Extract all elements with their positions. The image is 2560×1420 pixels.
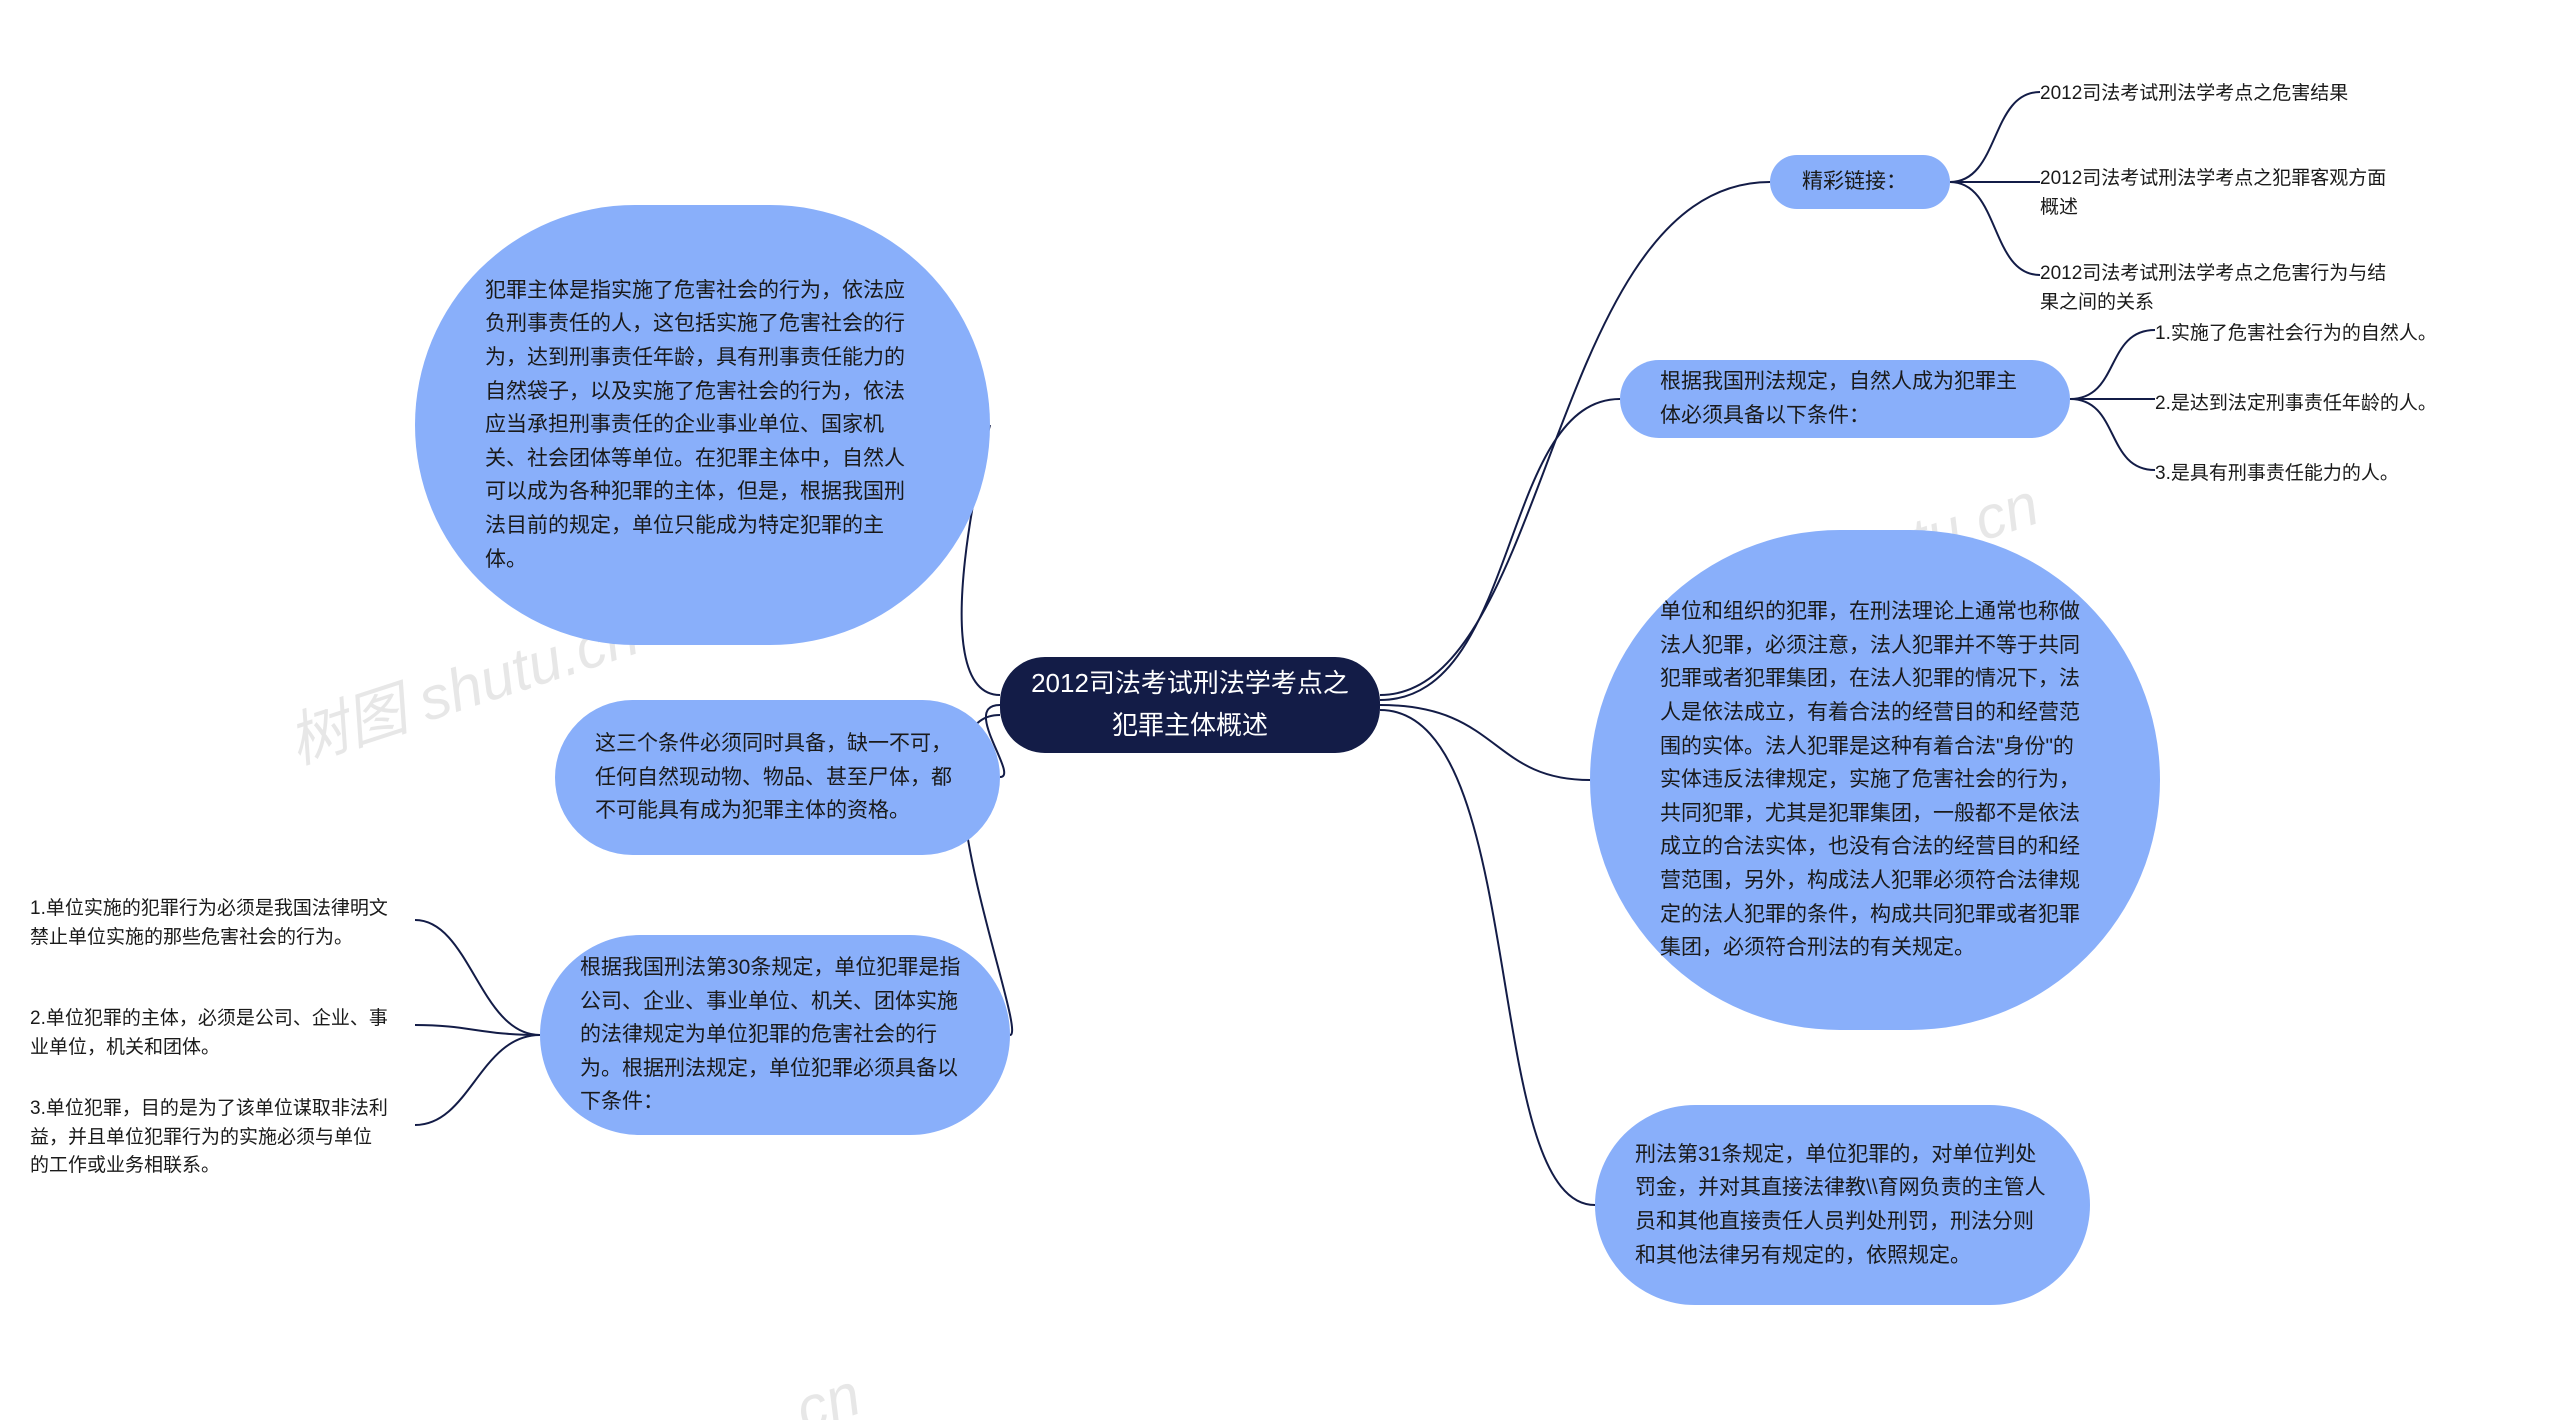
leaf-cond-2: 2.是达到法定刑事责任年龄的人。 (2155, 390, 2485, 419)
leaf-text: 3.单位犯罪，目的是为了该单位谋取非法利益，并且单位犯罪行为的实施必须与单位的工… (30, 1095, 390, 1181)
leaf-link-1[interactable]: 2012司法考试刑法学考点之危害结果 (2040, 80, 2400, 109)
leaf-text: 3.是具有刑事责任能力的人。 (2155, 460, 2399, 489)
branch-article-31[interactable]: 刑法第31条规定，单位犯罪的，对单位判处罚金，并对其直接法律教\\育网负责的主管… (1595, 1105, 2090, 1305)
leaf-cond-1: 1.实施了危害社会行为的自然人。 (2155, 320, 2485, 349)
leaf-unit-crime-2: 2.单位犯罪的主体，必须是公司、企业、事业单位，机关和团体。 (30, 1005, 390, 1062)
branch-text: 根据我国刑法第30条规定，单位犯罪是指公司、企业、事业单位、机关、团体实施的法律… (580, 951, 970, 1119)
center-text: 2012司法考试刑法学考点之犯罪主体概述 (1030, 663, 1350, 746)
branch-subject-definition[interactable]: 犯罪主体是指实施了危害社会的行为，依法应负刑事责任的人，这包括实施了危害社会的行… (415, 205, 990, 645)
leaf-link-2[interactable]: 2012司法考试刑法学考点之犯罪客观方面概述 (2040, 165, 2400, 222)
leaf-unit-crime-1: 1.单位实施的犯罪行为必须是我国法律明文禁止单位实施的那些危害社会的行为。 (30, 895, 390, 952)
leaf-text: 2.是达到法定刑事责任年龄的人。 (2155, 390, 2437, 419)
branch-text: 根据我国刑法规定，自然人成为犯罪主体必须具备以下条件： (1660, 365, 2030, 432)
leaf-link-3[interactable]: 2012司法考试刑法学考点之危害行为与结果之间的关系 (2040, 260, 2400, 317)
center-node[interactable]: 2012司法考试刑法学考点之犯罪主体概述 (1000, 657, 1380, 753)
leaf-text: 1.单位实施的犯罪行为必须是我国法律明文禁止单位实施的那些危害社会的行为。 (30, 895, 390, 952)
branch-text: 这三个条件必须同时具备，缺一不可，任何自然现动物、物品、甚至尸体，都不可能具有成… (595, 727, 960, 828)
branch-unit-crime-conditions[interactable]: 根据我国刑法第30条规定，单位犯罪是指公司、企业、事业单位、机关、团体实施的法律… (540, 935, 1010, 1135)
leaf-text: 2012司法考试刑法学考点之危害行为与结果之间的关系 (2040, 260, 2400, 317)
branch-text: 刑法第31条规定，单位犯罪的，对单位判处罚金，并对其直接法律教\\育网负责的主管… (1635, 1138, 2050, 1272)
leaf-unit-crime-3: 3.单位犯罪，目的是为了该单位谋取非法利益，并且单位犯罪行为的实施必须与单位的工… (30, 1095, 390, 1181)
branch-unit-org-crime[interactable]: 单位和组织的犯罪，在刑法理论上通常也称做法人犯罪，必须注意，法人犯罪并不等于共同… (1590, 530, 2160, 1030)
mindmap-canvas: 树图 shutu.cn 树图 shutu.cn .cn 2012司法考试刑法学考… (0, 0, 2560, 1420)
leaf-text: 2012司法考试刑法学考点之犯罪客观方面概述 (2040, 165, 2400, 222)
branch-natural-person-conditions[interactable]: 根据我国刑法规定，自然人成为犯罪主体必须具备以下条件： (1620, 360, 2070, 438)
branch-text: 精彩链接： (1802, 165, 1907, 199)
branch-links[interactable]: 精彩链接： (1770, 155, 1950, 209)
branch-three-conditions[interactable]: 这三个条件必须同时具备，缺一不可，任何自然现动物、物品、甚至尸体，都不可能具有成… (555, 700, 1000, 855)
leaf-text: 1.实施了危害社会行为的自然人。 (2155, 320, 2437, 349)
leaf-cond-3: 3.是具有刑事责任能力的人。 (2155, 460, 2485, 489)
leaf-text: 2012司法考试刑法学考点之危害结果 (2040, 80, 2348, 109)
leaf-text: 2.单位犯罪的主体，必须是公司、企业、事业单位，机关和团体。 (30, 1005, 390, 1062)
branch-text: 单位和组织的犯罪，在刑法理论上通常也称做法人犯罪，必须注意，法人犯罪并不等于共同… (1660, 595, 2090, 965)
watermark: .cn (771, 1359, 868, 1420)
branch-text: 犯罪主体是指实施了危害社会的行为，依法应负刑事责任的人，这包括实施了危害社会的行… (485, 274, 920, 576)
